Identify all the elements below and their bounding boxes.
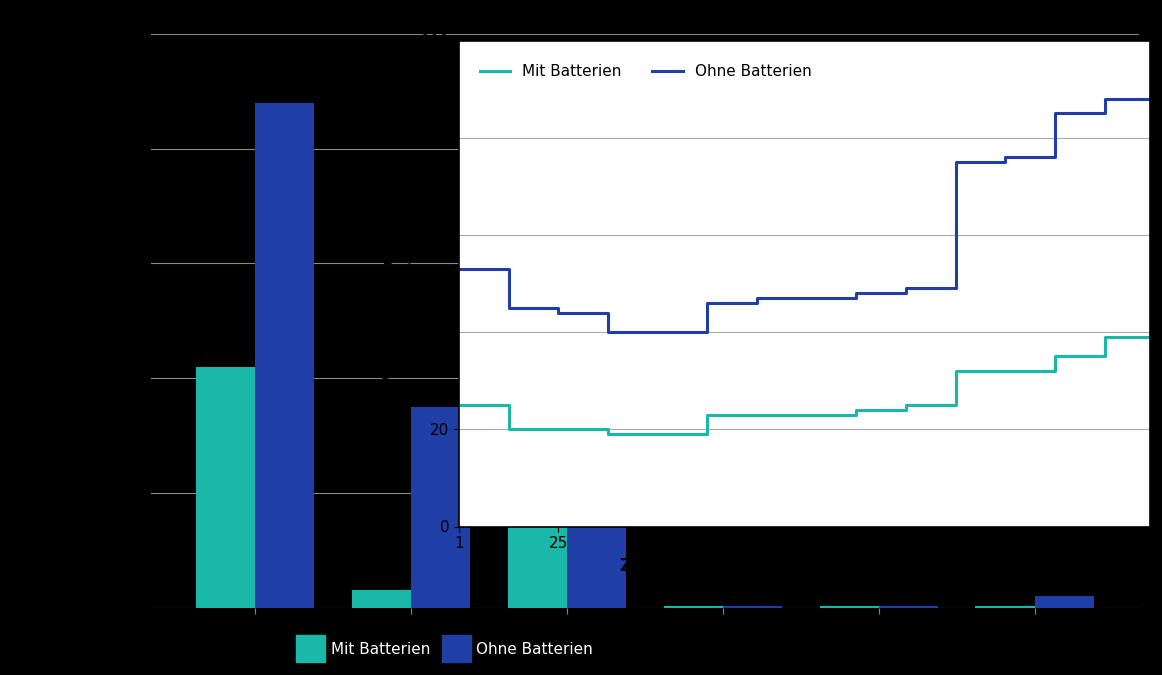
Mit Batterien	[601, 430, 615, 438]
Mit Batterien	[502, 425, 516, 433]
Text: Ohne Batterien: Ohne Batterien	[476, 642, 593, 657]
Ohne Batterien	[949, 158, 963, 166]
Bar	[723, 605, 782, 608]
Mit Batterien	[751, 410, 765, 418]
Ohne Batterien	[601, 328, 615, 336]
Legend: Mit Batterien, Ohne Batterien: Mit Batterien, Ohne Batterien	[474, 58, 818, 85]
Ohne Batterien	[452, 265, 466, 273]
Line: Mit Batterien: Mit Batterien	[459, 337, 1150, 434]
Mit Batterien	[949, 367, 963, 375]
Ohne Batterien	[1143, 95, 1157, 103]
Mit Batterien	[1098, 333, 1112, 341]
Ohne Batterien	[799, 294, 813, 302]
Ohne Batterien	[701, 299, 715, 307]
Mit Batterien	[849, 406, 863, 414]
Ohne Batterien	[1098, 95, 1112, 103]
Ohne Batterien	[849, 289, 863, 297]
Bar	[567, 464, 626, 608]
Text: Mit Batterien: Mit Batterien	[331, 642, 431, 657]
Ohne Batterien	[552, 308, 566, 317]
Bar	[819, 605, 878, 608]
Mit Batterien	[998, 367, 1012, 375]
Bar	[664, 605, 723, 608]
Mit Batterien	[799, 410, 813, 418]
Ohne Batterien	[1048, 109, 1062, 117]
Mit Batterien	[899, 401, 913, 409]
Mit Batterien	[651, 430, 665, 438]
Ohne Batterien	[651, 328, 665, 336]
Line: Ohne Batterien: Ohne Batterien	[459, 99, 1150, 332]
Mit Batterien	[1048, 352, 1062, 360]
Bar	[508, 435, 567, 608]
Ohne Batterien	[751, 294, 765, 302]
Mit Batterien	[701, 410, 715, 418]
Bar	[1034, 596, 1093, 608]
Bar	[196, 367, 256, 608]
Mit Batterien	[452, 401, 466, 409]
Bar	[411, 406, 471, 608]
Bar	[256, 103, 315, 608]
Mit Batterien	[1143, 333, 1157, 341]
Bar	[975, 605, 1034, 608]
Ohne Batterien	[998, 153, 1012, 161]
Bar	[352, 590, 411, 608]
Title: Positive und negative PRL: Positive und negative PRL	[651, 14, 959, 33]
Mit Batterien	[552, 425, 566, 433]
Ohne Batterien	[899, 284, 913, 292]
X-axis label: Zeit (Stunden der Durchschnittswoche): Zeit (Stunden der Durchschnittswoche)	[621, 557, 989, 575]
Ohne Batterien	[502, 304, 516, 312]
Bar	[878, 605, 938, 608]
Y-axis label: Mittlerer Leistungspreis
[EUR/MW und h]: Mittlerer Leistungspreis [EUR/MW und h]	[382, 180, 415, 387]
